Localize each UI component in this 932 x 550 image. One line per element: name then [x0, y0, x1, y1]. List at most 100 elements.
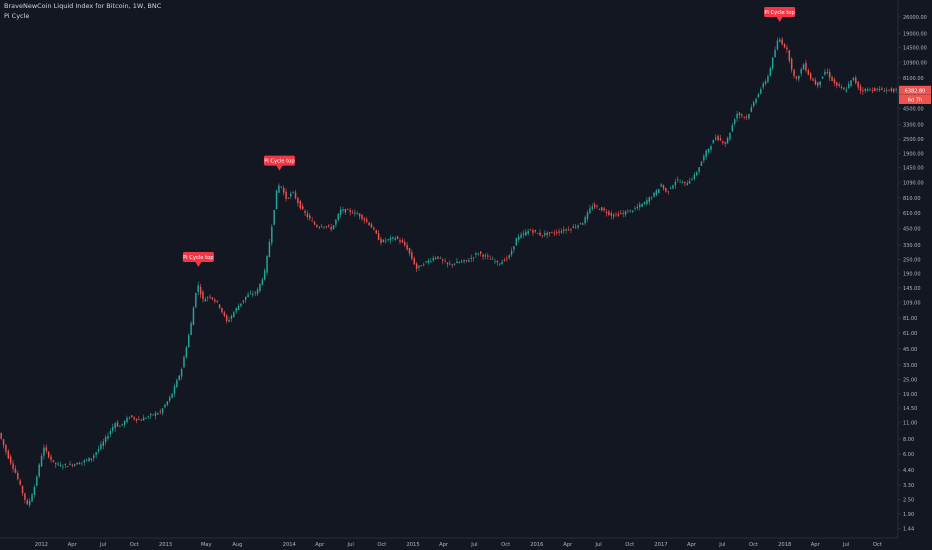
- candle-body: [31, 494, 33, 502]
- candle-body: [187, 335, 190, 348]
- candle-body: [19, 480, 21, 485]
- candle-body: [793, 69, 795, 77]
- candle-body: [242, 300, 245, 303]
- candle-body: [795, 76, 798, 79]
- candle-body: [738, 112, 741, 115]
- candle-body: [373, 227, 375, 230]
- x-tick-label: Apr: [687, 542, 697, 548]
- candle-body: [432, 258, 434, 261]
- candle-body: [311, 220, 313, 222]
- candle-body: [776, 40, 779, 50]
- candle-body: [722, 141, 724, 144]
- y-tick-label: 8100.00: [903, 76, 924, 82]
- candle-body: [878, 88, 881, 91]
- candle-body: [667, 191, 669, 193]
- candle-body: [297, 198, 299, 204]
- candle-body: [247, 294, 249, 298]
- candle-body: [508, 255, 510, 258]
- candle-body: [698, 167, 700, 172]
- y-tick-label: 250.00: [903, 257, 921, 263]
- candle-body: [821, 76, 824, 79]
- y-tick-label: 1450.00: [903, 166, 924, 172]
- candle-body: [560, 231, 563, 233]
- candle-body: [570, 228, 572, 230]
- y-tick-label: 6.00: [903, 452, 914, 458]
- candle-body: [852, 77, 855, 81]
- candle-body: [712, 139, 715, 144]
- candle-body: [565, 229, 567, 231]
- candle-body: [147, 416, 150, 418]
- candle-body: [263, 270, 266, 280]
- x-tick-label: Jul: [347, 542, 354, 548]
- x-tick-label: 2015: [406, 542, 419, 548]
- x-tick-label: Aug: [232, 542, 242, 548]
- candle-body: [605, 211, 608, 213]
- candle-body: [268, 241, 271, 258]
- candle-body: [235, 308, 237, 312]
- candle-body: [173, 385, 176, 394]
- candle-body: [546, 232, 548, 235]
- candle-body: [192, 307, 195, 326]
- candle-body: [119, 426, 121, 428]
- candle-body: [819, 81, 821, 86]
- candle-body: [641, 203, 643, 207]
- candle-body: [237, 305, 240, 311]
- candle-body: [584, 217, 586, 224]
- indicator-label[interactable]: Pi Cycle: [4, 12, 30, 20]
- candle-body: [553, 232, 556, 234]
- candle-body: [662, 185, 665, 189]
- x-tick-label: 2013: [159, 542, 172, 548]
- candle-body: [114, 423, 116, 429]
- candle-body: [717, 135, 719, 141]
- candle-body: [470, 257, 472, 259]
- candle-body: [774, 50, 776, 58]
- candle-body: [669, 188, 672, 190]
- candle-body: [351, 212, 354, 214]
- candle-body: [161, 408, 164, 413]
- candle-body: [206, 297, 209, 299]
- candle-body: [807, 70, 810, 75]
- candle-body: [622, 212, 624, 214]
- candle-body: [337, 214, 340, 220]
- candle-body: [401, 240, 404, 243]
- candle-body: [183, 357, 185, 368]
- y-tick-label: 810.00: [903, 196, 921, 202]
- chart-title: BraveNewCoin Liquid Index for Bitcoin, 1…: [4, 2, 162, 10]
- candle-body: [724, 142, 726, 144]
- candle-body: [266, 256, 268, 273]
- candle-body: [254, 292, 256, 294]
- candle-body: [259, 283, 261, 292]
- candle-body: [316, 224, 318, 228]
- candle-body: [617, 213, 620, 216]
- candle-body: [719, 138, 722, 141]
- candle-body: [477, 253, 480, 255]
- candle-body: [168, 397, 171, 401]
- candle-body: [487, 255, 489, 257]
- candle-body: [874, 88, 876, 91]
- candle-body: [800, 69, 802, 74]
- candle-body: [88, 457, 90, 462]
- candle-body: [74, 464, 76, 466]
- candle-body: [404, 242, 406, 246]
- candle-body: [857, 81, 859, 88]
- candle-body: [589, 208, 591, 214]
- candle-body: [695, 172, 698, 176]
- candle-body: [370, 224, 373, 228]
- candle-body: [809, 73, 812, 79]
- candle-body: [525, 231, 527, 236]
- candle-body: [693, 174, 696, 179]
- pi-cycle-marker-pointer: [776, 16, 783, 22]
- candle-body: [636, 206, 639, 209]
- candle-body: [434, 257, 437, 260]
- candle-body: [629, 209, 631, 211]
- candle-body: [406, 245, 408, 250]
- x-tick-label: Oct: [625, 542, 634, 548]
- candle-body: [354, 212, 356, 214]
- candle-body: [534, 230, 537, 232]
- candle-body: [494, 261, 496, 262]
- candle-body: [598, 208, 601, 210]
- candle-body: [71, 464, 74, 466]
- candle-body: [677, 179, 679, 181]
- candle-body: [510, 250, 513, 255]
